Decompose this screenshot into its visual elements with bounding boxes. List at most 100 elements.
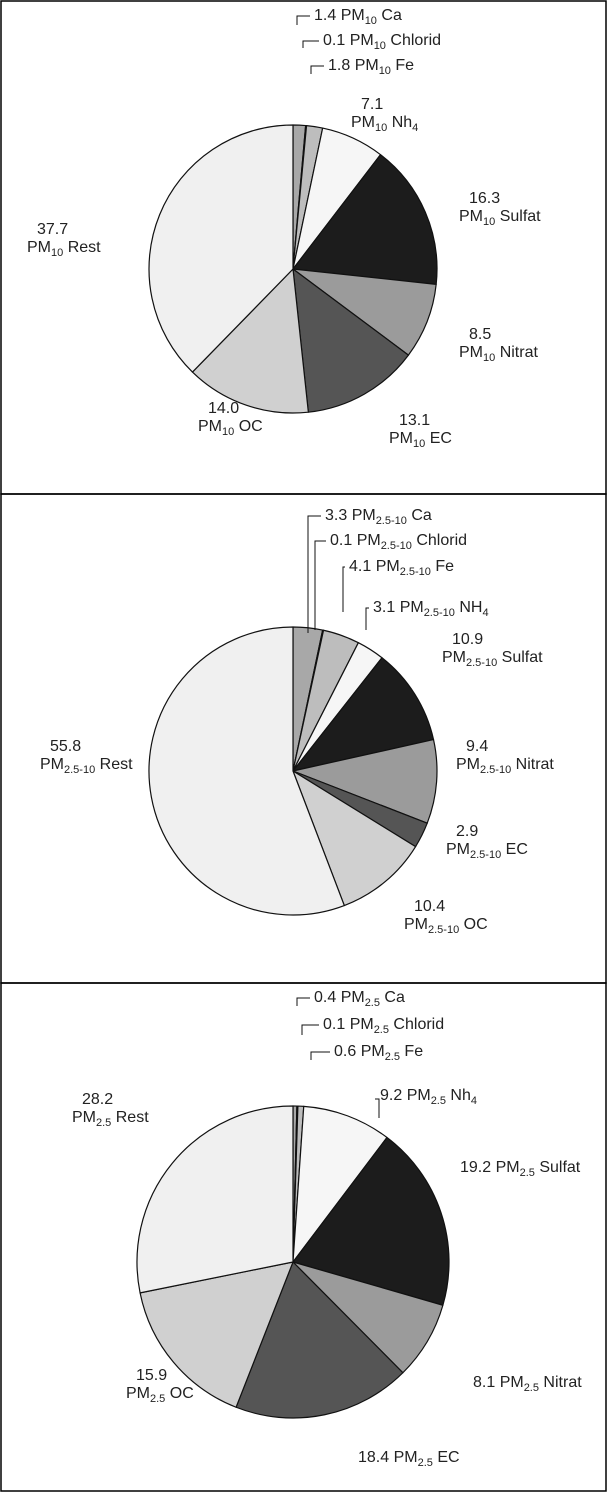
slice-name-rest-pm: PM — [72, 1109, 96, 1126]
pie-slice-nh4 — [292, 1105, 388, 1263]
slice-value-ec: 13.1 — [399, 412, 430, 429]
pie-slice-nitrat — [292, 738, 438, 824]
slice-value-nh4: 9.2 — [380, 1087, 407, 1104]
slice-label-ec: 18.4 PM2.5 EC — [358, 1449, 460, 1469]
slice-value-fe: 1.8 — [328, 57, 355, 74]
slice-name-sulfat-subscript: 2.5 — [520, 1167, 535, 1179]
slice-name-ca-subscript: 10 — [365, 15, 377, 27]
slice-name-rest-suffix: Rest — [95, 756, 133, 773]
slice-name-nitrat-pm: PM — [459, 344, 483, 361]
slice-name-oc-suffix: OC — [459, 916, 487, 933]
slice-name-fe-pm: PM — [361, 1043, 385, 1060]
slice-name-fe-subscript: 2.5-10 — [400, 566, 431, 578]
leader-line-chlorid — [301, 1024, 319, 1035]
slice-name-ca-pm: PM — [341, 7, 365, 24]
slice-name-nh4-suffix-subscript: 4 — [412, 122, 418, 134]
slice-value-ec: 2.9 — [456, 823, 478, 840]
slice-name-rest-suffix: Rest — [111, 1109, 149, 1126]
slice-name-chlorid-pm: PM — [350, 1016, 374, 1033]
slice-value-sulfat: 19.2 — [460, 1159, 496, 1176]
slice-name-nh4-suffix: NH — [455, 599, 483, 616]
slice-label-fe: 4.1 PM2.5-10 Fe — [349, 558, 454, 578]
slice-value-nitrat: 8.1 — [473, 1374, 500, 1391]
slice-name-rest-subscript: 2.5 — [96, 1117, 111, 1129]
pie-slice-oc — [292, 770, 417, 907]
leader-line-ca — [296, 15, 310, 25]
slice-name-ec-pm: PM — [446, 841, 470, 858]
slice-name-ec-pm: PM — [394, 1449, 418, 1466]
slice-name-oc: PM10 OC — [198, 418, 263, 438]
slice-value-ca: 1.4 — [314, 7, 341, 24]
slice-name-ec-subscript: 2.5 — [418, 1457, 433, 1469]
slice-label-fe: 1.8 PM10 Fe — [328, 57, 414, 77]
slice-value-sulfat: 16.3 — [469, 190, 500, 207]
slice-name-nh4-subscript: 2.5 — [431, 1095, 446, 1107]
slice-label-fe: 0.6 PM2.5 Fe — [334, 1043, 423, 1063]
slice-name-fe-pm: PM — [376, 558, 400, 575]
leader-line-chlorid — [314, 540, 326, 630]
slice-name-fe-suffix: Fe — [391, 57, 414, 74]
slice-name-nitrat-suffix: Nitrat — [539, 1374, 582, 1391]
pie-slice-ec — [292, 268, 410, 413]
slice-value-fe: 0.6 — [334, 1043, 361, 1060]
slice-value-ca: 0.4 — [314, 989, 341, 1006]
leader-line-fe — [342, 566, 345, 612]
slice-name-oc: PM2.5-10 OC — [404, 916, 488, 936]
slice-name-fe-subscript: 2.5 — [385, 1051, 400, 1063]
slice-name-oc: PM2.5 OC — [126, 1385, 194, 1405]
leader-line-fe — [310, 65, 324, 74]
slice-name-oc-pm: PM — [404, 916, 428, 933]
slice-label-sulfat: 19.2 PM2.5 Sulfat — [460, 1159, 581, 1179]
slice-value-fe: 4.1 — [349, 558, 376, 575]
slice-name-ca-pm: PM — [352, 507, 376, 524]
slice-name-chlorid-suffix: Chlorid — [412, 532, 467, 549]
slice-name-ec-suffix: EC — [433, 1449, 460, 1466]
slice-name-nitrat-pm: PM — [500, 1374, 524, 1391]
slice-label-ca: 0.4 PM2.5 Ca — [314, 989, 405, 1009]
slice-name-nitrat-suffix: Nitrat — [511, 756, 554, 773]
slice-name-nitrat-subscript: 10 — [483, 352, 495, 364]
slice-name-oc-suffix: OC — [165, 1385, 193, 1402]
pie-slice-rest — [148, 626, 345, 916]
slice-name-ca-suffix: Ca — [380, 989, 405, 1006]
slice-name-sulfat-suffix: Sulfat — [535, 1159, 581, 1176]
slice-name-ca-suffix: Ca — [377, 7, 402, 24]
slice-value-nitrat: 8.5 — [469, 326, 491, 343]
leader-line-ca — [296, 997, 310, 1006]
pie-slice-oc — [191, 268, 309, 414]
slice-value-nh4: 7.1 — [361, 96, 383, 113]
slice-name-nitrat-suffix: Nitrat — [495, 344, 538, 361]
slice-name-sulfat: PM2.5-10 Sulfat — [442, 649, 543, 669]
slice-label-chlorid: 0.1 PM2.5-10 Chlorid — [330, 532, 467, 552]
slice-label-nh4: 9.2 PM2.5 Nh4 — [380, 1087, 477, 1107]
pie-slice-rest — [148, 124, 294, 373]
leader-line-nh4 — [375, 1098, 380, 1118]
slice-name-nh4-subscript: 2.5-10 — [424, 607, 455, 619]
slice-name-rest: PM2.5 Rest — [72, 1109, 149, 1129]
slice-name-sulfat: PM10 Sulfat — [459, 208, 541, 228]
slice-name-rest: PM10 Rest — [27, 239, 101, 259]
slice-name-chlorid-subscript: 10 — [374, 40, 386, 52]
slice-name-oc-subscript: 2.5-10 — [428, 924, 459, 936]
pie-slice-sulfat — [292, 657, 435, 772]
slice-value-oc: 15.9 — [136, 1367, 167, 1384]
slice-name-chlorid-subscript: 2.5-10 — [381, 540, 412, 552]
slice-name-nitrat-pm: PM — [456, 756, 480, 773]
slice-name-oc-suffix: OC — [234, 418, 262, 435]
slice-name-chlorid-pm: PM — [357, 532, 381, 549]
slice-name-chlorid-suffix: Chlorid — [389, 1016, 444, 1033]
slice-name-nh4-pm: PM — [351, 114, 375, 131]
slice-name-sulfat-suffix: Sulfat — [495, 208, 541, 225]
slice-label-chlorid: 0.1 PM10 Chlorid — [323, 32, 441, 52]
slice-name-rest-subscript: 2.5-10 — [64, 764, 95, 776]
slice-name-ca-suffix: Ca — [407, 507, 432, 524]
slice-name-sulfat-pm: PM — [442, 649, 466, 666]
slice-value-rest: 55.8 — [50, 738, 81, 755]
slice-label-chlorid: 0.1 PM2.5 Chlorid — [323, 1016, 444, 1036]
slice-name-oc-pm: PM — [126, 1385, 150, 1402]
slice-name-rest-subscript: 10 — [51, 247, 63, 259]
slice-name-ca-subscript: 2.5 — [365, 997, 380, 1009]
slice-name-sulfat-pm: PM — [459, 208, 483, 225]
